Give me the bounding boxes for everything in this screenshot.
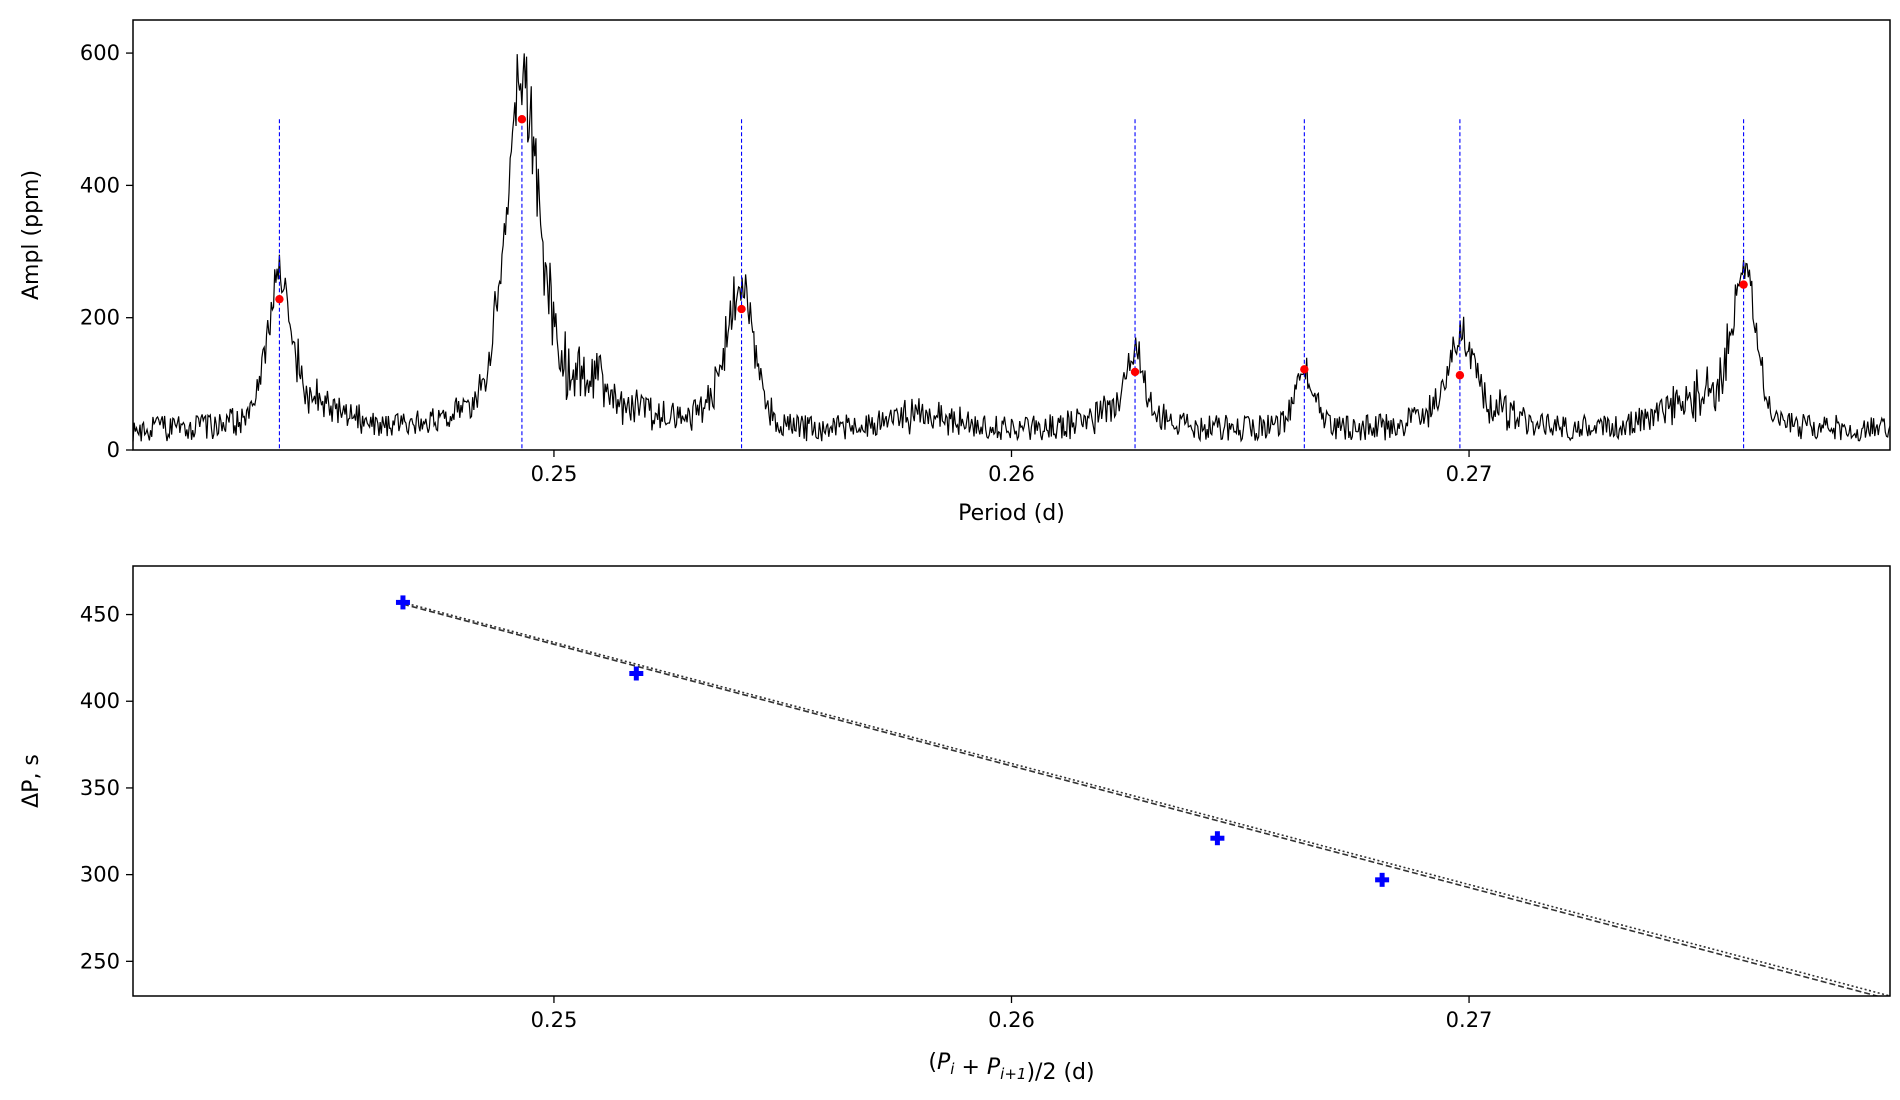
x-tick-label: 0.26 (988, 1008, 1035, 1032)
y-tick-label: 400 (80, 173, 120, 197)
x-tick-label: 0.26 (988, 462, 1035, 486)
peak-marker (1739, 280, 1748, 289)
y-tick-label: 0 (107, 438, 120, 462)
spacing-point (1210, 831, 1225, 846)
bottom-y-ticks: 250 300 350 400 450 (80, 603, 133, 973)
amplitude-spectrum-panel: 0.25 0.26 0.27 0 200 400 600 Period (d) Ampl … (19, 19, 1891, 526)
peak-marker (1455, 371, 1465, 380)
peak-marker-lines (278, 119, 1745, 450)
y-tick-label: 350 (80, 776, 120, 800)
top-y-axis-label: Ampl (ppm) (19, 170, 44, 300)
y-tick-label: 250 (80, 949, 120, 973)
bottom-x-ticks: 0.25 0.26 0.27 (531, 996, 1493, 1032)
peak-marker (1300, 365, 1309, 374)
top-x-axis-label: Period (d) (958, 501, 1065, 526)
spacing-point (1375, 872, 1390, 887)
y-tick-label: 200 (80, 306, 120, 330)
peak-marker (737, 304, 746, 314)
peak-markers (275, 115, 1748, 380)
spacing-point (395, 595, 410, 610)
x-tick-label: 0.27 (1446, 462, 1493, 486)
top-x-ticks: 0.25 0.26 0.27 (531, 450, 1493, 486)
top-y-ticks: 0 200 400 600 (80, 41, 133, 462)
fit-lines (402, 601, 1890, 996)
period-spacing-panel: 0.25 0.26 0.27 250 300 350 400 450 (Pi + Pi+1)… (19, 565, 1891, 1085)
fit-line (402, 603, 1881, 996)
x-tick-label: 0.25 (531, 1008, 578, 1032)
bottom-y-axis-label: ΔP, s (19, 754, 44, 808)
x-tick-label: 0.25 (531, 462, 578, 486)
bottom-x-axis-label: (Pi + Pi+1)/2 (d) (928, 1050, 1094, 1085)
y-tick-label: 400 (80, 689, 120, 713)
spacing-point (629, 666, 644, 681)
y-tick-label: 300 (80, 863, 120, 887)
spectrum-line (132, 53, 1891, 443)
y-tick-label: 450 (80, 603, 120, 627)
peak-marker (1130, 367, 1140, 377)
peak-marker (275, 294, 284, 304)
x-tick-label: 0.27 (1446, 1008, 1493, 1032)
y-tick-label: 600 (80, 41, 120, 65)
peak-marker (517, 115, 527, 124)
spacing-points (395, 595, 1390, 887)
